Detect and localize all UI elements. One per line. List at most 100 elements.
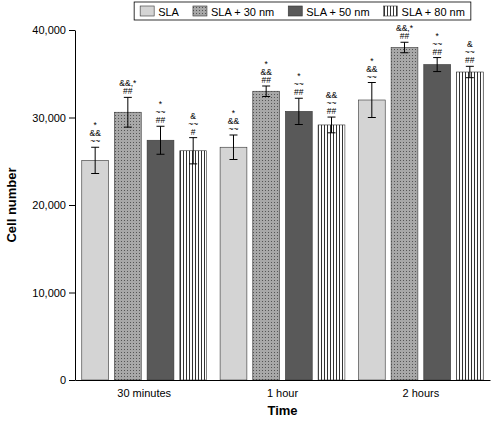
annotation: ##	[400, 31, 410, 41]
error-cap	[91, 147, 99, 148]
error-bar	[229, 135, 237, 160]
y-tick-label: 30,000	[32, 112, 66, 124]
error-stem	[95, 147, 96, 173]
legend-swatch	[140, 6, 154, 16]
annotation: ##	[156, 115, 166, 125]
y-tick-mark	[69, 118, 75, 119]
y-tick: 10,000	[32, 287, 75, 299]
bar	[147, 140, 174, 380]
y-tick: 30,000	[32, 112, 75, 124]
error-stem	[437, 58, 438, 72]
bar	[318, 125, 345, 380]
error-cap	[368, 82, 376, 83]
error-cap	[124, 97, 132, 98]
error-bar	[262, 86, 270, 97]
error-cap	[466, 77, 474, 78]
error-cap	[433, 57, 441, 58]
error-cap	[157, 126, 165, 127]
error-cap	[229, 159, 237, 160]
legend-label: SLA	[158, 6, 179, 18]
error-bar	[189, 138, 197, 164]
error-bar	[368, 83, 376, 118]
error-stem	[371, 83, 372, 118]
y-tick-mark	[69, 293, 75, 294]
error-cap	[328, 132, 336, 133]
error-cap	[262, 86, 270, 87]
legend-label: SLA + 30 nm	[211, 6, 274, 18]
legend-label: SLA + 80 nm	[402, 6, 465, 18]
error-cap	[433, 71, 441, 72]
bar	[180, 151, 207, 380]
annotation: ##	[294, 87, 304, 97]
bar	[220, 147, 247, 380]
annotation: ~~	[367, 72, 377, 82]
y-tick-mark	[69, 380, 75, 381]
x-tick: 1 hour	[267, 380, 299, 399]
legend-swatch	[288, 6, 302, 16]
error-cap	[229, 135, 237, 136]
error-cap	[124, 127, 132, 128]
legend: SLASLA + 30 nmSLA + 50 nmSLA + 80 nm	[134, 2, 471, 20]
error-stem	[331, 117, 332, 133]
plot: 0 10,000 20,000 30,000 40,000 30 minutes 1 hou…	[32, 23, 490, 399]
error-cap	[295, 98, 303, 99]
x-axis-title: Time	[267, 403, 297, 418]
error-stem	[233, 135, 234, 160]
x-axis: 30 minutes 1 hour 2 hours	[76, 380, 491, 399]
y-tick: 40,000	[32, 24, 75, 36]
error-bar	[466, 66, 474, 77]
annotations: *&&~~*&&~~*&&~~&&,*##*&&##&&,*##*~~##*~~…	[89, 23, 474, 146]
error-stem	[127, 97, 128, 127]
error-cap	[400, 42, 408, 43]
y-tick: 0	[60, 374, 75, 386]
annotation: ##	[465, 55, 475, 65]
y-tick-mark	[69, 205, 75, 206]
bar	[456, 72, 483, 380]
y-axis: 0 10,000 20,000 30,000 40,000	[32, 24, 75, 386]
y-axis-title: Cell number	[4, 167, 19, 242]
x-tick-label: 2 hours	[402, 387, 439, 399]
y-tick: 20,000	[32, 199, 75, 211]
y-tick-label: 20,000	[32, 199, 66, 211]
error-bar	[433, 58, 441, 72]
y-tick-mark	[69, 30, 75, 31]
annotation: ~~	[90, 136, 100, 146]
bar	[253, 91, 280, 380]
y-tick-label: 10,000	[32, 287, 66, 299]
x-axis-line	[76, 380, 491, 381]
error-bar	[400, 42, 408, 53]
y-tick-label: 0	[60, 374, 66, 386]
error-stem	[160, 126, 161, 154]
error-cap	[400, 52, 408, 53]
error-bar	[157, 126, 165, 154]
error-cap	[368, 117, 376, 118]
bars	[82, 42, 483, 380]
error-stem	[193, 138, 194, 164]
x-tick: 30 minutes	[117, 380, 171, 399]
error-cap	[328, 117, 336, 118]
error-stem	[469, 66, 470, 77]
error-cap	[189, 137, 197, 138]
error-cap	[295, 124, 303, 125]
error-bar	[328, 117, 336, 133]
bar	[114, 112, 141, 380]
x-tick-label: 30 minutes	[117, 387, 171, 399]
bar	[358, 100, 385, 380]
chart: 0 10,000 20,000 30,000 40,000 30 minutes 1 hou…	[0, 0, 500, 425]
error-bar	[124, 97, 132, 127]
annotation: ##	[327, 106, 337, 116]
error-bar	[295, 98, 303, 124]
error-stem	[266, 86, 267, 97]
error-cap	[157, 154, 165, 155]
legend-box	[134, 2, 471, 20]
annotation: #	[191, 127, 196, 137]
bar	[391, 48, 418, 381]
annotation: ##	[432, 47, 442, 57]
annotation: ##	[261, 75, 271, 85]
bar	[285, 111, 312, 380]
error-stem	[298, 98, 299, 124]
error-cap	[189, 163, 197, 164]
annotation: ##	[123, 86, 133, 96]
bar	[424, 65, 451, 380]
x-tick-label: 1 hour	[267, 387, 299, 399]
